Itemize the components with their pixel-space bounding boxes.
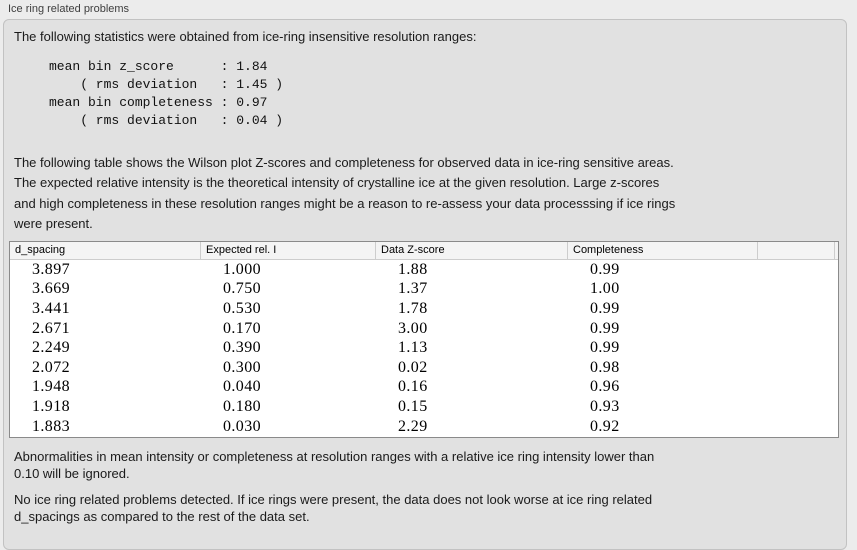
conclusion-note: No ice ring related problems detected. I… [14, 491, 652, 525]
table-cell: 0.99 [590, 319, 620, 337]
column-header-completeness[interactable]: Completeness [568, 242, 758, 259]
text-line: ( rms deviation : 0.04 ) [49, 113, 284, 128]
table-row[interactable]: 2.671 0.170 3.00 0.99 [10, 319, 838, 339]
text-line: d_spacings as compared to the rest of th… [14, 509, 310, 524]
table-cell: 0.92 [590, 417, 620, 435]
table-row[interactable]: 2.249 0.390 1.13 0.99 [10, 338, 838, 358]
text-line: mean bin completeness : 0.97 [49, 95, 268, 110]
table-cell: 2.671 [32, 319, 70, 337]
table-cell: 2.249 [32, 339, 70, 357]
table-cell: 0.040 [223, 378, 261, 396]
table-header-row: d_spacing Expected rel. I Data Z-score Comp… [10, 242, 838, 260]
table-cell: 0.98 [590, 358, 620, 376]
table-row[interactable]: 3.441 0.530 1.78 0.99 [10, 299, 838, 319]
table-cell: 1.88 [398, 260, 428, 278]
table-cell: 1.37 [398, 280, 428, 298]
table-cell: 2.29 [398, 417, 428, 435]
table-cell: 0.02 [398, 358, 428, 376]
ignore-note: Abnormalities in mean intensity or compl… [14, 448, 654, 482]
column-header-data-z-score[interactable]: Data Z-score [376, 242, 568, 259]
table-description: The following table shows the Wilson plo… [14, 153, 675, 234]
table-cell: 1.78 [398, 299, 428, 317]
table-cell: 0.180 [223, 397, 261, 415]
ice-ring-panel: { "panel": { "title": "Ice ring related … [3, 3, 847, 550]
table-row[interactable]: 2.072 0.300 0.02 0.98 [10, 358, 838, 378]
text-line: The following table shows the Wilson plo… [14, 155, 674, 170]
table-cell: 0.99 [590, 339, 620, 357]
table-cell: 0.96 [590, 378, 620, 396]
table-cell: 0.93 [590, 397, 620, 415]
table-cell: 1.883 [32, 417, 70, 435]
table-cell: 0.16 [398, 378, 428, 396]
text-line: No ice ring related problems detected. I… [14, 492, 653, 507]
table-cell: 1.948 [32, 378, 70, 396]
table-cell: 2.072 [32, 358, 70, 376]
group-box: The following statistics were obtained f… [3, 19, 847, 550]
ice-ring-table: d_spacing Expected rel. I Data Z-score Comp… [9, 241, 839, 438]
table-cell: 0.030 [223, 417, 261, 435]
table-cell: 0.99 [590, 260, 620, 278]
group-box-title: Ice ring related problems [8, 3, 130, 15]
table-cell: 0.170 [223, 319, 261, 337]
table-cell: 1.00 [590, 280, 620, 298]
text-line: The expected relative intensity is the t… [14, 175, 660, 191]
table-cell: 3.897 [32, 260, 70, 278]
column-header-d-spacing[interactable]: d_spacing [10, 242, 201, 259]
table-cell: 0.390 [223, 339, 261, 357]
table-cell: 1.918 [32, 397, 70, 415]
table-cell: 1.13 [398, 339, 428, 357]
table-cell: 3.00 [398, 319, 428, 337]
table-cell: 0.15 [398, 397, 428, 415]
table-row[interactable]: 3.897 1.000 1.88 0.99 [10, 260, 838, 280]
table-cell: 0.530 [223, 299, 261, 317]
table-row[interactable]: 1.948 0.040 0.16 0.96 [10, 378, 838, 398]
table-body: 3.897 1.000 1.88 0.99 3.669 0.750 1.37 1.00 3.44… [10, 260, 838, 436]
text-line: were present. [14, 215, 93, 231]
table-row[interactable]: 1.883 0.030 2.29 0.92 [10, 417, 838, 437]
stats-block: mean bin z_score : 1.84 ( rms deviation … [49, 58, 283, 130]
table-row[interactable]: 3.669 0.750 1.37 1.00 [10, 280, 838, 300]
table-row[interactable]: 1.918 0.180 0.15 0.93 [10, 397, 838, 417]
table-cell: 3.441 [32, 299, 70, 317]
column-header-empty [758, 242, 835, 259]
table-cell: 0.300 [223, 358, 261, 376]
intro-text: The following statistics were obtained f… [14, 29, 477, 44]
table-cell: 0.750 [223, 280, 261, 298]
table-cell: 3.669 [32, 280, 70, 298]
column-header-filler [835, 242, 840, 259]
column-header-expected-rel-i[interactable]: Expected rel. I [201, 242, 376, 259]
text-line: mean bin z_score : 1.84 [49, 59, 268, 74]
table-cell: 1.000 [223, 260, 261, 278]
table-cell: 0.99 [590, 299, 620, 317]
text-line: and high completeness in these resolutio… [14, 195, 676, 211]
text-line: Abnormalities in mean intensity or compl… [14, 449, 655, 464]
text-line: ( rms deviation : 1.45 ) [49, 77, 284, 92]
text-line: 0.10 will be ignored. [14, 466, 130, 481]
